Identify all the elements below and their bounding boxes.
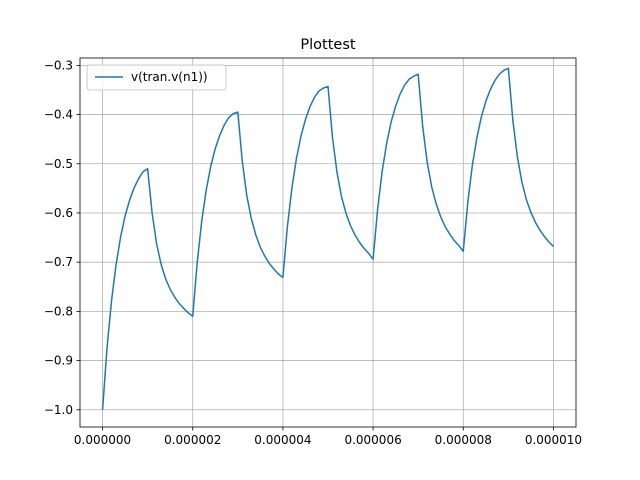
plot-frame (79, 57, 577, 428)
y-tick-label: −0.8 (44, 304, 73, 318)
x-tick-label: 0.000002 (164, 433, 221, 447)
axis-ticks: 0.000000 0.000002 0.000004 0.000006 0.000008… (44, 58, 582, 447)
y-tick-label: −0.9 (44, 354, 73, 368)
y-tick-label: −0.6 (44, 206, 73, 220)
series-line (101, 67, 554, 410)
x-tick-label: 0.000004 (254, 433, 311, 447)
x-tick-label: 0.000010 (525, 433, 582, 447)
x-tick-label: 0.000006 (344, 433, 401, 447)
legend-label: v(tran.v(n1)) (131, 70, 208, 84)
series-group (101, 67, 554, 410)
series-lines (101, 67, 554, 410)
legend: v(tran.v(n1)) (86, 64, 227, 91)
y-tick-label: −0.7 (44, 255, 73, 269)
x-tick-label: 0.000000 (74, 433, 131, 447)
y-tick-label: −0.4 (44, 108, 73, 122)
y-tick-label: −0.3 (44, 58, 73, 72)
grid (80, 58, 576, 427)
x-tick-label: 0.000008 (435, 433, 492, 447)
y-tick-label: −0.5 (44, 157, 73, 171)
legend-box (86, 64, 227, 91)
y-tick-label: −1.0 (44, 403, 73, 417)
chart-title: Plottest (300, 37, 355, 53)
